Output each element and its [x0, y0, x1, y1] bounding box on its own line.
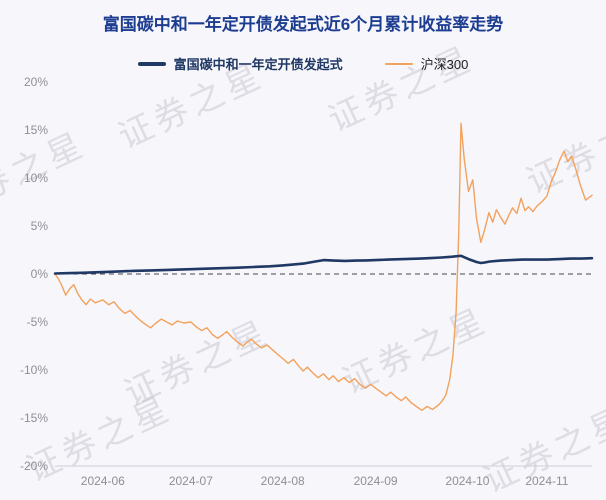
legend-swatch-fund — [137, 61, 166, 66]
x-tick-label: 2024-08 — [261, 474, 305, 488]
legend-item-csi300: 沪深300 — [384, 54, 469, 73]
y-tick-label: -5% — [27, 315, 49, 329]
chart-title: 富国碳中和一年定开债发起式近6个月累计收益率走势 — [102, 15, 504, 34]
series-line-csi300 — [54, 122, 593, 411]
y-tick-label: 20% — [24, 75, 48, 89]
y-tick-label: 5% — [31, 219, 49, 233]
chart-legend: 富国碳中和一年定开债发起式 沪深300 — [0, 54, 606, 73]
y-tick-label: -15% — [20, 411, 48, 425]
y-tick-label: 10% — [24, 171, 48, 185]
series-line-fund — [53, 254, 594, 275]
y-tick-label: 15% — [24, 123, 48, 137]
y-tick-label: -10% — [20, 363, 48, 377]
x-tick-label: 2024-09 — [354, 474, 398, 488]
y-tick-label: -20% — [20, 459, 48, 473]
legend-swatch-csi300 — [384, 62, 413, 65]
x-tick-label: 2024-11 — [525, 474, 568, 488]
legend-label-csi300: 沪深300 — [420, 57, 469, 72]
y-tick-label: 0% — [31, 267, 49, 281]
x-tick-label: 2024-10 — [445, 474, 489, 488]
legend-label-fund: 富国碳中和一年定开债发起式 — [173, 57, 343, 72]
x-tick-label: 2024-07 — [169, 474, 213, 488]
legend-item-fund: 富国碳中和一年定开债发起式 — [137, 54, 343, 73]
x-tick-label: 2024-06 — [81, 474, 125, 488]
